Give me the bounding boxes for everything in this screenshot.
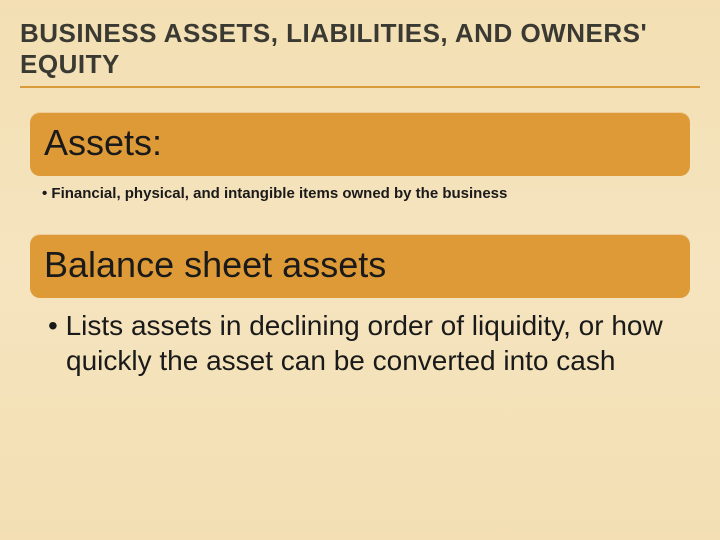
section2-bullet: Lists assets in declining order of liqui… — [48, 308, 670, 378]
section2-header-text: Balance sheet assets — [44, 244, 676, 286]
section1-header-text: Assets: — [44, 122, 676, 164]
slide-title: BUSINESS ASSETS, LIABILITIES, AND OWNERS… — [20, 18, 700, 88]
section1-header-bar: Assets: — [30, 112, 690, 176]
section1-bullet: Financial, physical, and intangible item… — [42, 184, 690, 204]
slide-container: BUSINESS ASSETS, LIABILITIES, AND OWNERS… — [0, 0, 720, 540]
section2-header-bar: Balance sheet assets — [30, 234, 690, 298]
